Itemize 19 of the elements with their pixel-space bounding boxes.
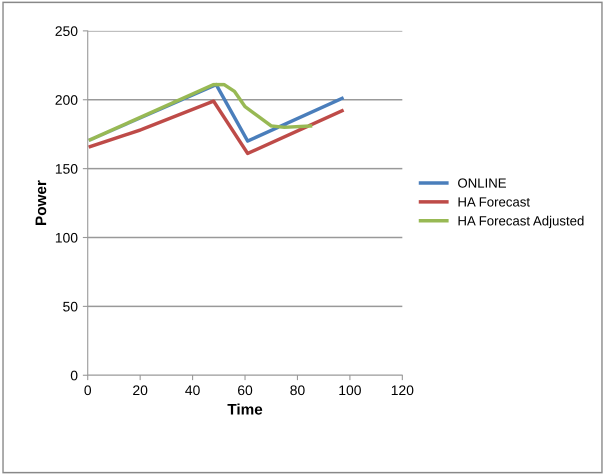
y-tick-label: 50 xyxy=(63,302,78,312)
x-axis-title: Time xyxy=(228,403,262,415)
x-tick-label: 0 xyxy=(84,385,92,396)
x-tick-label: 80 xyxy=(290,385,305,396)
y-tick-label: 100 xyxy=(56,232,78,243)
x-tick-label: 20 xyxy=(133,385,148,396)
y-tick-label: 200 xyxy=(56,95,78,105)
legend-label: HA Forecast Adjusted xyxy=(458,216,584,228)
x-tick-label: 100 xyxy=(339,385,361,396)
x-tick-label: 120 xyxy=(392,385,414,396)
y-tick-label: 250 xyxy=(56,26,78,36)
line-series xyxy=(88,99,344,156)
y-tick-label: 150 xyxy=(56,164,78,174)
legend-label: HA Forecast xyxy=(458,197,530,207)
x-tick-label: 40 xyxy=(185,385,200,396)
y-tick-label: 0 xyxy=(70,370,78,380)
legend-label: ONLINE xyxy=(458,178,506,188)
x-tick-label: 60 xyxy=(238,385,252,396)
y-axis-title: Power xyxy=(36,180,46,225)
